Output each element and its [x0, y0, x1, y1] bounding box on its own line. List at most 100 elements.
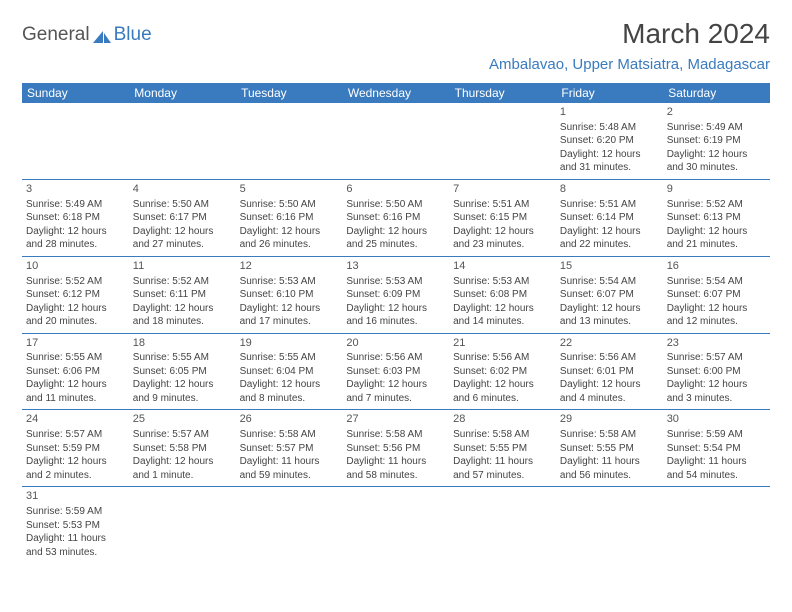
sunrise-text: Sunrise: 5:49 AM — [667, 121, 766, 135]
sunrise-text: Sunrise: 5:51 AM — [453, 198, 552, 212]
month-title: March 2024 — [489, 18, 770, 50]
sunrise-text: Sunrise: 5:53 AM — [346, 275, 445, 289]
calendar-cell: 20Sunrise: 5:56 AMSunset: 6:03 PMDayligh… — [342, 333, 449, 410]
daylight-text: Daylight: 12 hours and 14 minutes. — [453, 302, 552, 329]
calendar-cell: 9Sunrise: 5:52 AMSunset: 6:13 PMDaylight… — [663, 179, 770, 256]
sunrise-text: Sunrise: 5:57 AM — [26, 428, 125, 442]
logo-text: GeneralBlue — [22, 24, 152, 46]
day-number: 5 — [240, 182, 339, 197]
day-number: 10 — [26, 259, 125, 274]
sunrise-text: Sunrise: 5:52 AM — [133, 275, 232, 289]
calendar-cell: 13Sunrise: 5:53 AMSunset: 6:09 PMDayligh… — [342, 256, 449, 333]
daylight-text: Daylight: 11 hours and 54 minutes. — [667, 455, 766, 482]
daylight-text: Daylight: 12 hours and 18 minutes. — [133, 302, 232, 329]
sunrise-text: Sunrise: 5:55 AM — [240, 351, 339, 365]
sail-icon — [91, 28, 113, 42]
sunset-text: Sunset: 6:08 PM — [453, 288, 552, 302]
sunrise-text: Sunrise: 5:50 AM — [133, 198, 232, 212]
sunrise-text: Sunrise: 5:51 AM — [560, 198, 659, 212]
sunrise-text: Sunrise: 5:58 AM — [560, 428, 659, 442]
sunset-text: Sunset: 5:56 PM — [346, 442, 445, 456]
daylight-text: Daylight: 12 hours and 4 minutes. — [560, 378, 659, 405]
daylight-text: Daylight: 12 hours and 16 minutes. — [346, 302, 445, 329]
weekday-header: Wednesday — [342, 83, 449, 103]
daylight-text: Daylight: 11 hours and 59 minutes. — [240, 455, 339, 482]
day-number: 11 — [133, 259, 232, 274]
day-number: 2 — [667, 105, 766, 120]
daylight-text: Daylight: 12 hours and 26 minutes. — [240, 225, 339, 252]
day-number: 27 — [346, 412, 445, 427]
calendar-cell: 23Sunrise: 5:57 AMSunset: 6:00 PMDayligh… — [663, 333, 770, 410]
calendar-cell: 16Sunrise: 5:54 AMSunset: 6:07 PMDayligh… — [663, 256, 770, 333]
day-number: 19 — [240, 336, 339, 351]
sunset-text: Sunset: 6:02 PM — [453, 365, 552, 379]
sunrise-text: Sunrise: 5:56 AM — [560, 351, 659, 365]
weekday-header: Tuesday — [236, 83, 343, 103]
sunset-text: Sunset: 6:11 PM — [133, 288, 232, 302]
daylight-text: Daylight: 12 hours and 25 minutes. — [346, 225, 445, 252]
daylight-text: Daylight: 11 hours and 57 minutes. — [453, 455, 552, 482]
daylight-text: Daylight: 12 hours and 28 minutes. — [26, 225, 125, 252]
day-number: 1 — [560, 105, 659, 120]
day-number: 30 — [667, 412, 766, 427]
sunrise-text: Sunrise: 5:50 AM — [240, 198, 339, 212]
sunrise-text: Sunrise: 5:52 AM — [26, 275, 125, 289]
sunrise-text: Sunrise: 5:53 AM — [453, 275, 552, 289]
calendar-cell: 8Sunrise: 5:51 AMSunset: 6:14 PMDaylight… — [556, 179, 663, 256]
calendar-cell: 14Sunrise: 5:53 AMSunset: 6:08 PMDayligh… — [449, 256, 556, 333]
sunset-text: Sunset: 6:12 PM — [26, 288, 125, 302]
sunset-text: Sunset: 6:16 PM — [346, 211, 445, 225]
location: Ambalavao, Upper Matsiatra, Madagascar — [489, 56, 770, 73]
calendar-cell: 15Sunrise: 5:54 AMSunset: 6:07 PMDayligh… — [556, 256, 663, 333]
logo-part1: General — [22, 24, 90, 46]
calendar-cell: 1Sunrise: 5:48 AMSunset: 6:20 PMDaylight… — [556, 103, 663, 179]
title-block: March 2024 Ambalavao, Upper Matsiatra, M… — [489, 18, 770, 79]
sunrise-text: Sunrise: 5:48 AM — [560, 121, 659, 135]
calendar-cell: 24Sunrise: 5:57 AMSunset: 5:59 PMDayligh… — [22, 410, 129, 487]
sunset-text: Sunset: 5:54 PM — [667, 442, 766, 456]
daylight-text: Daylight: 12 hours and 3 minutes. — [667, 378, 766, 405]
sunset-text: Sunset: 6:18 PM — [26, 211, 125, 225]
sunrise-text: Sunrise: 5:57 AM — [133, 428, 232, 442]
sunrise-text: Sunrise: 5:50 AM — [346, 198, 445, 212]
daylight-text: Daylight: 12 hours and 27 minutes. — [133, 225, 232, 252]
calendar-cell: 7Sunrise: 5:51 AMSunset: 6:15 PMDaylight… — [449, 179, 556, 256]
sunrise-text: Sunrise: 5:49 AM — [26, 198, 125, 212]
day-number: 6 — [346, 182, 445, 197]
day-number: 3 — [26, 182, 125, 197]
sunrise-text: Sunrise: 5:55 AM — [133, 351, 232, 365]
sunset-text: Sunset: 5:58 PM — [133, 442, 232, 456]
calendar-cell: 18Sunrise: 5:55 AMSunset: 6:05 PMDayligh… — [129, 333, 236, 410]
day-number: 29 — [560, 412, 659, 427]
sunrise-text: Sunrise: 5:58 AM — [453, 428, 552, 442]
sunset-text: Sunset: 6:16 PM — [240, 211, 339, 225]
calendar-cell: 30Sunrise: 5:59 AMSunset: 5:54 PMDayligh… — [663, 410, 770, 487]
weekday-header: Monday — [129, 83, 236, 103]
sunrise-text: Sunrise: 5:57 AM — [667, 351, 766, 365]
calendar-cell: 4Sunrise: 5:50 AMSunset: 6:17 PMDaylight… — [129, 179, 236, 256]
calendar-cell — [663, 487, 770, 563]
sunrise-text: Sunrise: 5:56 AM — [346, 351, 445, 365]
daylight-text: Daylight: 12 hours and 11 minutes. — [26, 378, 125, 405]
sunrise-text: Sunrise: 5:55 AM — [26, 351, 125, 365]
day-number: 25 — [133, 412, 232, 427]
sunset-text: Sunset: 6:03 PM — [346, 365, 445, 379]
daylight-text: Daylight: 12 hours and 30 minutes. — [667, 148, 766, 175]
sunrise-text: Sunrise: 5:56 AM — [453, 351, 552, 365]
sunset-text: Sunset: 6:07 PM — [560, 288, 659, 302]
sunset-text: Sunset: 5:57 PM — [240, 442, 339, 456]
daylight-text: Daylight: 12 hours and 7 minutes. — [346, 378, 445, 405]
calendar-cell — [449, 487, 556, 563]
calendar-cell: 27Sunrise: 5:58 AMSunset: 5:56 PMDayligh… — [342, 410, 449, 487]
daylight-text: Daylight: 11 hours and 56 minutes. — [560, 455, 659, 482]
sunset-text: Sunset: 5:59 PM — [26, 442, 125, 456]
sunrise-text: Sunrise: 5:58 AM — [240, 428, 339, 442]
day-number: 28 — [453, 412, 552, 427]
sunrise-text: Sunrise: 5:52 AM — [667, 198, 766, 212]
daylight-text: Daylight: 12 hours and 9 minutes. — [133, 378, 232, 405]
calendar-cell: 25Sunrise: 5:57 AMSunset: 5:58 PMDayligh… — [129, 410, 236, 487]
sunset-text: Sunset: 6:07 PM — [667, 288, 766, 302]
calendar-cell: 5Sunrise: 5:50 AMSunset: 6:16 PMDaylight… — [236, 179, 343, 256]
sunset-text: Sunset: 5:55 PM — [453, 442, 552, 456]
calendar-cell: 21Sunrise: 5:56 AMSunset: 6:02 PMDayligh… — [449, 333, 556, 410]
